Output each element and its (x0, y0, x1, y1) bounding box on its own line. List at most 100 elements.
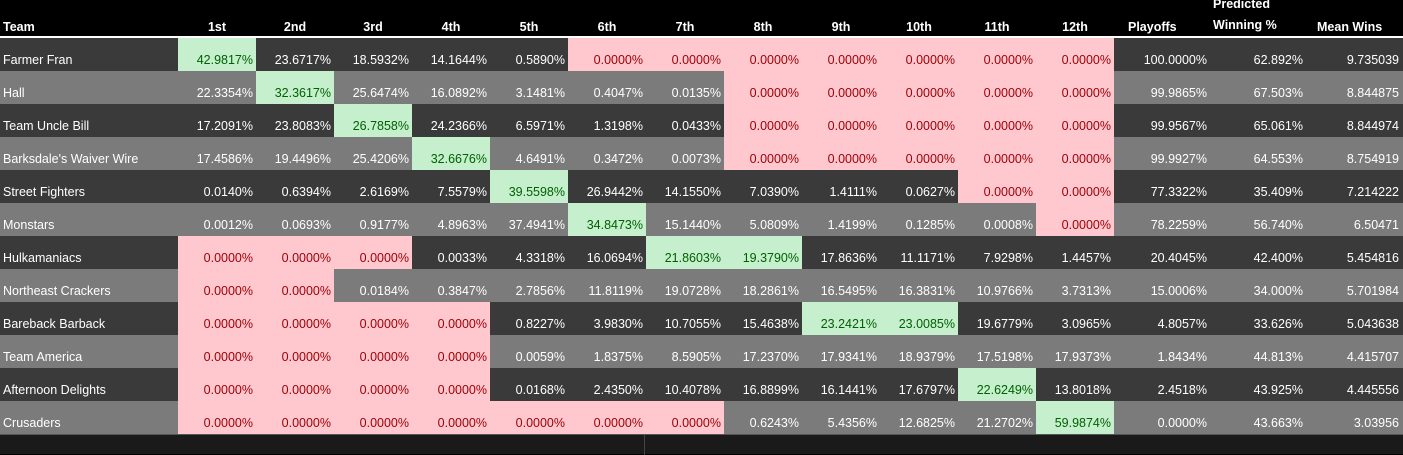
header-predicted-winning[interactable]: Predicted Winning % (1213, 0, 1277, 36)
place-4-cell[interactable]: 0.0000% (412, 335, 490, 368)
place-9-cell[interactable]: 16.1441% (820, 383, 877, 397)
header-mean-wins[interactable]: Mean Wins (1317, 20, 1383, 34)
place-3-cell[interactable]: 0.0000% (334, 335, 412, 368)
place-12-cell[interactable]: 0.0000% (1036, 170, 1114, 203)
place-8-cell[interactable]: 19.3790% (724, 236, 802, 269)
place-4-cell[interactable]: 7.5579% (437, 185, 487, 199)
place-6-cell[interactable]: 1.8375% (593, 350, 643, 364)
place-10-cell[interactable]: 0.1285% (905, 218, 955, 232)
place-3-cell[interactable]: 0.9177% (359, 218, 409, 232)
playoffs-cell[interactable]: 1.8434% (1157, 350, 1207, 364)
place-11-cell[interactable]: 0.0000% (958, 137, 1036, 170)
place-9-cell[interactable]: 23.2421% (802, 302, 880, 335)
mean-cell[interactable]: 4.445556 (1346, 383, 1399, 397)
place-2-cell[interactable]: 0.0000% (256, 236, 334, 269)
playoffs-cell[interactable]: 2.4518% (1157, 383, 1207, 397)
mean-cell[interactable]: 8.754919 (1346, 152, 1399, 166)
place-10-cell[interactable]: 0.0000% (880, 71, 958, 104)
mean-cell[interactable]: 4.415707 (1346, 350, 1399, 364)
place-10-cell[interactable]: 0.0627% (905, 185, 955, 199)
place-9-cell[interactable]: 0.0000% (802, 71, 880, 104)
place-12-cell[interactable]: 1.4457% (1061, 251, 1111, 265)
place-10-cell[interactable]: 0.0000% (880, 38, 958, 71)
winning-cell[interactable]: 56.740% (1253, 218, 1303, 232)
place-6-cell[interactable]: 16.0694% (586, 251, 643, 265)
playoffs-cell[interactable]: 4.8057% (1157, 317, 1207, 331)
team-name-cell[interactable]: Hall (3, 86, 25, 100)
place-11-cell[interactable]: 0.0000% (958, 71, 1036, 104)
place-7-cell[interactable]: 14.1550% (664, 185, 721, 199)
place-5-cell[interactable]: 0.0000% (490, 401, 568, 434)
place-9-cell[interactable]: 0.0000% (802, 137, 880, 170)
place-1-cell[interactable]: 0.0000% (178, 302, 256, 335)
place-4-cell[interactable]: 16.0892% (430, 86, 487, 100)
team-name-cell[interactable]: Monstars (3, 218, 55, 232)
place-6-cell[interactable]: 0.4047% (593, 86, 643, 100)
team-name-cell[interactable]: Bareback Barback (3, 317, 106, 331)
place-7-cell[interactable]: 8.5905% (671, 350, 721, 364)
playoffs-cell[interactable]: 100.0000% (1143, 53, 1207, 67)
playoffs-cell[interactable]: 99.9865% (1150, 86, 1207, 100)
place-7-cell[interactable]: 0.0135% (671, 86, 721, 100)
place-3-cell[interactable]: 0.0000% (334, 236, 412, 269)
place-10-cell[interactable]: 12.6825% (898, 416, 955, 430)
place-8-cell[interactable]: 18.2861% (742, 284, 799, 298)
place-10-cell[interactable]: 18.9379% (898, 350, 955, 364)
place-3-cell[interactable]: 0.0000% (334, 302, 412, 335)
place-1-cell[interactable]: 0.0140% (203, 185, 253, 199)
playoffs-cell[interactable]: 99.9567% (1150, 119, 1207, 133)
winning-cell[interactable]: 64.553% (1253, 152, 1303, 166)
place-11-cell[interactable]: 22.6249% (958, 368, 1036, 401)
header-place-12[interactable]: 12th (1062, 20, 1088, 34)
place-3-cell[interactable]: 0.0184% (359, 284, 409, 298)
winning-cell[interactable]: 34.000% (1253, 284, 1303, 298)
place-4-cell[interactable]: 0.3847% (437, 284, 487, 298)
place-1-cell[interactable]: 0.0000% (178, 401, 256, 434)
place-2-cell[interactable]: 0.0000% (256, 401, 334, 434)
place-6-cell[interactable]: 0.3472% (593, 152, 643, 166)
place-7-cell[interactable]: 10.4078% (664, 383, 721, 397)
place-4-cell[interactable]: 0.0000% (412, 401, 490, 434)
place-9-cell[interactable]: 17.9341% (820, 350, 877, 364)
header-place-4[interactable]: 4th (441, 20, 461, 34)
place-1-cell[interactable]: 17.2091% (196, 119, 253, 133)
place-5-cell[interactable]: 4.3318% (515, 251, 565, 265)
place-2-cell[interactable]: 23.6717% (274, 53, 331, 67)
place-10-cell[interactable]: 0.0000% (880, 104, 958, 137)
team-name-cell[interactable]: Team Uncle Bill (3, 119, 90, 133)
header-place-10[interactable]: 10th (906, 20, 932, 34)
winning-cell[interactable]: 42.400% (1253, 251, 1303, 265)
playoffs-cell[interactable]: 20.4045% (1150, 251, 1207, 265)
place-6-cell[interactable]: 0.0000% (568, 401, 646, 434)
place-11-cell[interactable]: 17.5198% (976, 350, 1033, 364)
place-5-cell[interactable]: 0.0168% (515, 383, 565, 397)
place-11-cell[interactable]: 0.0000% (958, 38, 1036, 71)
place-4-cell[interactable]: 0.0033% (437, 251, 487, 265)
header-place-6[interactable]: 6th (597, 20, 617, 34)
place-11-cell[interactable]: 0.0000% (958, 170, 1036, 203)
place-2-cell[interactable]: 0.0000% (256, 302, 334, 335)
place-8-cell[interactable]: 0.0000% (724, 104, 802, 137)
place-7-cell[interactable]: 15.1440% (664, 218, 721, 232)
team-name-cell[interactable]: Team America (3, 350, 83, 364)
place-6-cell[interactable]: 11.8119% (588, 284, 643, 298)
place-8-cell[interactable]: 5.0809% (749, 218, 799, 232)
team-name-cell[interactable]: Farmer Fran (3, 53, 73, 67)
mean-cell[interactable]: 7.214222 (1346, 185, 1399, 199)
place-12-cell[interactable]: 3.0965% (1061, 317, 1111, 331)
place-6-cell[interactable]: 2.4350% (593, 383, 643, 397)
place-12-cell[interactable]: 0.0000% (1036, 104, 1114, 137)
place-2-cell[interactable]: 0.0000% (256, 269, 334, 302)
place-12-cell[interactable]: 0.0000% (1036, 137, 1114, 170)
place-2-cell[interactable]: 0.0693% (281, 218, 331, 232)
place-8-cell[interactable]: 15.4638% (742, 317, 799, 331)
playoffs-cell[interactable]: 78.2259% (1150, 218, 1207, 232)
winning-cell[interactable]: 44.813% (1253, 350, 1303, 364)
winning-cell[interactable]: 35.409% (1253, 185, 1303, 199)
header-place-5[interactable]: 5th (519, 20, 539, 34)
place-7-cell[interactable]: 10.7055% (664, 317, 721, 331)
place-1-cell[interactable]: 17.4586% (196, 152, 253, 166)
place-4-cell[interactable]: 32.6676% (412, 137, 490, 170)
mean-cell[interactable]: 5.701984 (1346, 284, 1399, 298)
place-1-cell[interactable]: 22.3354% (196, 86, 253, 100)
